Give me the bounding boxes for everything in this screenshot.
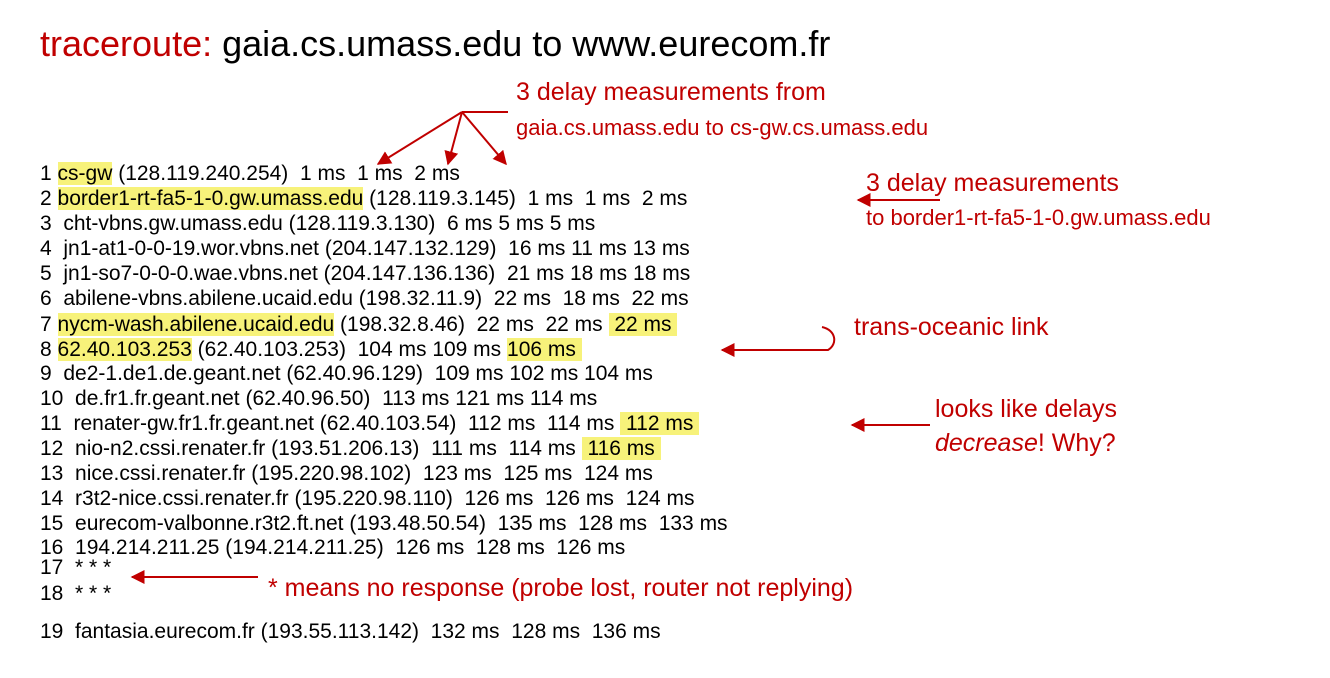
hop-number: 2 <box>40 187 52 210</box>
highlighted-text: nycm-wash.abilene.ucaid.edu <box>57 313 335 336</box>
hop-number: 12 <box>40 437 64 460</box>
traceroute-row: 6 abilene-vbns.abilene.ucaid.edu (198.32… <box>40 287 689 311</box>
row-text: r3t2-nice.cssi.renater.fr (195.220.98.11… <box>63 487 695 510</box>
hop-number: 11 <box>40 412 62 435</box>
traceroute-row: 2 border1-rt-fa5-1-0.gw.umass.edu (128.1… <box>40 187 687 211</box>
traceroute-row: 10 de.fr1.fr.geant.net (62.40.96.50) 113… <box>40 387 597 411</box>
traceroute-row: 8 62.40.103.253 (62.40.103.253) 104 ms 1… <box>40 338 582 362</box>
decrease-suffix: ! Why? <box>1037 429 1116 457</box>
highlighted-text: 116 ms <box>581 437 661 460</box>
annotation-right-line1: 3 delay measurements <box>866 169 1119 197</box>
hop-number: 8 <box>40 338 52 361</box>
row-text <box>52 313 58 336</box>
row-text: (198.32.8.46) 22 ms 22 ms <box>334 313 609 336</box>
row-text: cht-vbns.gw.umass.edu (128.119.3.130) 6 … <box>51 212 596 235</box>
hop-number: 16 <box>40 536 64 559</box>
annotation-decrease-line1: looks like delays <box>935 395 1118 423</box>
row-text: de.fr1.fr.geant.net (62.40.96.50) 113 ms… <box>63 387 598 410</box>
row-text: renater-gw.fr1.fr.geant.net (62.40.103.5… <box>61 412 621 435</box>
hop-number: 13 <box>40 462 64 485</box>
traceroute-row: 11 renater-gw.fr1.fr.geant.net (62.40.10… <box>40 412 700 436</box>
annotation-star-note: * means no response (probe lost, router … <box>268 574 854 602</box>
row-text: nio-n2.cssi.renater.fr (193.51.206.13) 1… <box>63 437 582 460</box>
traceroute-row: 17 * * * <box>40 556 111 580</box>
traceroute-row: 16 194.214.211.25 (194.214.211.25) 126 m… <box>40 536 625 560</box>
slide-title: traceroute: gaia.cs.umass.edu to www.eur… <box>40 22 830 66</box>
row-text: (128.119.240.254) 1 ms 1 ms 2 ms <box>112 162 460 185</box>
traceroute-row: 7 nycm-wash.abilene.ucaid.edu (198.32.8.… <box>40 313 678 337</box>
highlighted-text: cs-gw <box>57 162 113 185</box>
traceroute-row: 19 fantasia.eurecom.fr (193.55.113.142) … <box>40 620 661 644</box>
row-text: * * * <box>63 582 112 605</box>
annotation-decrease-line2: decrease! Why? <box>935 428 1116 458</box>
hop-number: 15 <box>40 512 64 535</box>
hop-number: 17 <box>40 556 64 579</box>
highlighted-text: border1-rt-fa5-1-0.gw.umass.edu <box>57 187 364 210</box>
traceroute-row: 5 jn1-so7-0-0-0.wae.vbns.net (204.147.13… <box>40 262 690 286</box>
hop-number: 3 <box>40 212 52 235</box>
row-text <box>52 162 58 185</box>
title-rest: gaia.cs.umass.edu to www.eurecom.fr <box>212 23 831 64</box>
traceroute-row: 4 jn1-at1-0-0-19.wor.vbns.net (204.147.1… <box>40 237 690 261</box>
row-text: de2-1.de1.de.geant.net (62.40.96.129) 10… <box>51 362 653 385</box>
annotation-transoceanic: trans-oceanic link <box>854 313 1049 341</box>
traceroute-row: 1 cs-gw (128.119.240.254) 1 ms 1 ms 2 ms <box>40 162 460 186</box>
hop-number: 19 <box>40 620 64 643</box>
row-text: fantasia.eurecom.fr (193.55.113.142) 132… <box>63 620 661 643</box>
row-text: eurecom-valbonne.r3t2.ft.net (193.48.50.… <box>63 512 728 535</box>
hop-number: 4 <box>40 237 52 260</box>
row-text <box>52 338 58 361</box>
annotation-top-line2: gaia.cs.umass.edu to cs-gw.cs.umass.edu <box>516 115 929 140</box>
hop-number: 9 <box>40 362 52 385</box>
hop-number: 5 <box>40 262 52 285</box>
hop-number: 10 <box>40 387 64 410</box>
hop-number: 6 <box>40 287 52 310</box>
annotation-top-line1: 3 delay measurements from <box>516 78 826 106</box>
hop-number: 18 <box>40 582 64 605</box>
traceroute-row: 14 r3t2-nice.cssi.renater.fr (195.220.98… <box>40 487 694 511</box>
row-text: nice.cssi.renater.fr (195.220.98.102) 12… <box>63 462 653 485</box>
hop-number: 7 <box>40 313 52 336</box>
highlighted-text: 106 ms <box>507 338 582 361</box>
row-text <box>52 187 58 210</box>
row-text: jn1-so7-0-0-0.wae.vbns.net (204.147.136.… <box>51 262 691 285</box>
traceroute-row: 9 de2-1.de1.de.geant.net (62.40.96.129) … <box>40 362 653 386</box>
arrow-to-1ms-a <box>376 111 463 165</box>
traceroute-row: 15 eurecom-valbonne.r3t2.ft.net (193.48.… <box>40 512 728 536</box>
row-text: (62.40.103.253) 104 ms 109 ms <box>191 338 508 361</box>
annotation-right-line2: to border1-rt-fa5-1-0.gw.umass.edu <box>866 205 1211 230</box>
row-text: abilene-vbns.abilene.ucaid.edu (198.32.1… <box>51 287 689 310</box>
traceroute-row: 12 nio-n2.cssi.renater.fr (193.51.206.13… <box>40 437 661 461</box>
hop-number: 14 <box>40 487 64 510</box>
arrow-transoceanic <box>720 326 836 357</box>
row-text: * * * <box>63 556 112 579</box>
hop-number: 1 <box>40 162 52 185</box>
decrease-word: decrease <box>935 429 1038 457</box>
arrow-to-2ms <box>461 111 507 166</box>
traceroute-row: 3 cht-vbns.gw.umass.edu (128.119.3.130) … <box>40 212 595 236</box>
highlighted-text: 22 ms <box>608 313 678 336</box>
highlighted-text: 112 ms <box>620 412 700 435</box>
row-text: jn1-at1-0-0-19.wor.vbns.net (204.147.132… <box>51 237 690 260</box>
highlighted-text: 62.40.103.253 <box>57 338 192 361</box>
row-text: 194.214.211.25 (194.214.211.25) 126 ms 1… <box>63 536 626 559</box>
traceroute-row: 13 nice.cssi.renater.fr (195.220.98.102)… <box>40 462 653 486</box>
title-keyword: traceroute: <box>40 23 213 64</box>
traceroute-row: 18 * * * <box>40 582 111 606</box>
row-text: (128.119.3.145) 1 ms 1 ms 2 ms <box>363 187 688 210</box>
arrow-to-1ms-b <box>444 111 463 166</box>
